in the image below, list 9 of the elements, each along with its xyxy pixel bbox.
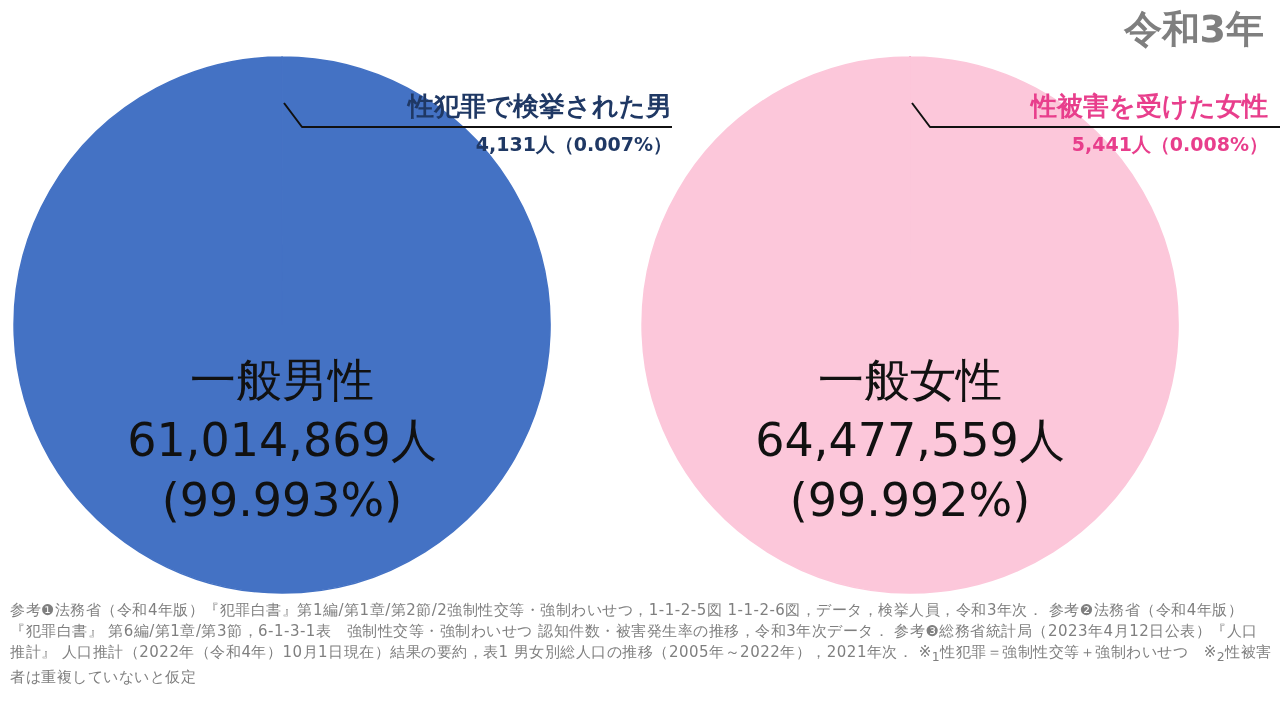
slice-label: 性被害を受けた女性 <box>1029 91 1268 121</box>
chart-title: 令和3年 <box>1123 6 1264 53</box>
data-label: 5,441人（0.008%） <box>1071 133 1268 155</box>
text: 参考❶法務省（令和4年版）『犯罪白書』第1編/第1章/第2節/2強制性交等・強制わいせつ，1-1-2-5図 1-1-2-6図，データ，検挙人員，令和3年次． 参考❷法務省（令和4年版）『犯罪白書』 第6編/第1章/第3節，6-1-3-1表 強制性交等・強制わいせつ 認知件数・被害発生率の推移，令和3年次データ． 参考❸総務省統計局（2023年4月12日公表）『人口推計』 人口推計（2022年（令和4年）10月1日現在）結果の要約，表1 男女別総人口の推移（2005年～2022年），2021年次． ※$_{1}$性犯罪＝強制性交等＋強制わいせつ ※$_{2}$性被害者は重複していないと仮定 <box>10 601 1272 686</box>
slice-label: 一般女性 <box>818 353 1002 407</box>
slice-label: 一般男性 <box>190 353 374 407</box>
slice-label: 性犯罪で検挙された男 <box>406 91 672 121</box>
data-label: 64,477,559人 (99.992%) <box>755 413 1065 527</box>
data-label: 61,014,869人 (99.993%) <box>127 413 437 527</box>
